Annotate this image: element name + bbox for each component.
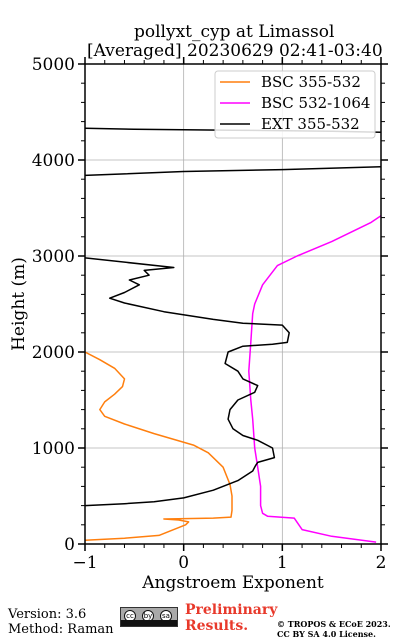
y-tick-label: 0	[64, 535, 75, 555]
x-axis-label: Angstroem Exponent	[141, 573, 324, 593]
chart-title: pollyxt_cyp at Limassol	[134, 22, 335, 42]
y-tick-label: 3000	[32, 247, 75, 267]
legend: BSC 355-532 BSC 532-1064 EXT 355-532	[214, 70, 376, 139]
copyright-note: © TROPOS & ECoE 2023. CC BY SA 4.0 Licen…	[277, 619, 391, 639]
legend-label: BSC 532-1064	[261, 94, 370, 112]
y-tick-label: 5000	[32, 55, 75, 75]
x-tick-label: 0	[178, 553, 189, 573]
method-text: Method: Raman	[8, 622, 114, 637]
legend-label: BSC 355-532	[261, 73, 361, 91]
series-line-ext-355-532	[85, 127, 381, 507]
series-line-bsc-355-532	[85, 351, 233, 541]
cc-by-sa-badge: cc by sa	[120, 607, 178, 627]
version-text: Version: 3.6	[8, 607, 87, 622]
legend-box	[214, 70, 376, 139]
preliminary-results-note: Preliminary Results.	[185, 602, 277, 634]
x-tick-label: 1	[277, 553, 288, 573]
x-tick-label: −1	[72, 553, 97, 573]
preliminary-line-1: Preliminary	[185, 602, 278, 618]
chart-subtitle: [Averaged] 20230629 02:41-03:40	[87, 41, 383, 61]
cc-icon: cc	[124, 610, 136, 622]
copyright-line-1: © TROPOS & ECoE 2023.	[277, 619, 391, 629]
preliminary-line-2: Results.	[185, 618, 249, 634]
legend-label: EXT 355-532	[261, 115, 360, 133]
copyright-line-2: CC BY SA 4.0 License.	[277, 629, 376, 639]
x-tick-label: 2	[376, 553, 387, 573]
y-tick-label: 1000	[32, 439, 75, 459]
series-lines	[85, 127, 381, 543]
series-line-bsc-532-1064	[248, 215, 381, 543]
plot-frame	[84, 63, 382, 545]
y-tick-label: 2000	[32, 343, 75, 363]
y-tick-label: 4000	[32, 151, 75, 171]
y-axis-label: Height (m)	[9, 257, 29, 351]
